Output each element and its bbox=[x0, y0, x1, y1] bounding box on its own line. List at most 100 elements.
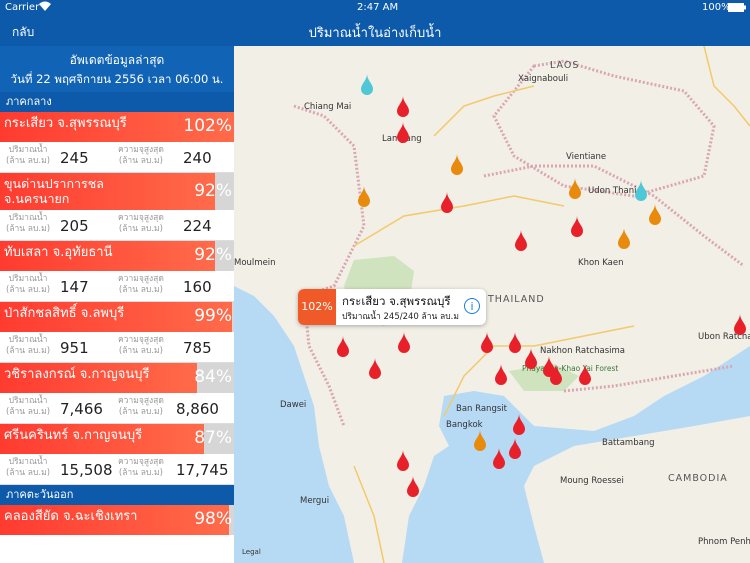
dam-fill-bar bbox=[0, 241, 216, 271]
volume-value: 147 bbox=[60, 278, 89, 296]
dam-name: ขุนด่านปราการชล จ.นครนายก bbox=[4, 176, 104, 206]
dam-name: คลองสียัด จ.ฉะเชิงเทรา bbox=[4, 509, 138, 524]
info-icon[interactable]: i bbox=[464, 298, 480, 314]
dam-percent: 92% bbox=[194, 181, 232, 201]
volume-label: ปริมาณน้ำ (ล้าน ลบ.ม) bbox=[6, 396, 51, 417]
capacity-value: 8,860 bbox=[176, 400, 219, 418]
dam-name: วชิราลงกรณ์ จ.กาญจนบุรี bbox=[4, 367, 150, 382]
capacity-value: 785 bbox=[183, 339, 212, 357]
region-header-central: ภาคกลาง bbox=[0, 92, 234, 112]
water-drop-pin-icon[interactable] bbox=[492, 448, 506, 470]
volume-label: ปริมาณน้ำ (ล้าน ลบ.ม) bbox=[6, 145, 51, 166]
dam-list-panel[interactable]: อัพเดตข้อมูลล่าสุด วันที่ 22 พฤศจิกายน 2… bbox=[0, 46, 234, 563]
water-drop-pin-icon[interactable] bbox=[542, 356, 556, 378]
dam-percent: 84% bbox=[194, 367, 232, 387]
map-label: Bangkok bbox=[446, 420, 483, 430]
dam-percent: 98% bbox=[194, 509, 232, 529]
dam-row-4[interactable]: วชิราลงกรณ์ จ.กาญจนบุรี 84% bbox=[0, 363, 234, 393]
water-drop-pin-icon[interactable] bbox=[508, 332, 522, 354]
dam-row-6[interactable]: คลองสียัด จ.ฉะเชิงเทรา 98% bbox=[0, 505, 234, 535]
capacity-label: ความจุสูงสุด (ล้าน ลบ.ม) bbox=[118, 396, 164, 417]
map-label: Dawei bbox=[280, 400, 307, 410]
water-drop-pin-icon[interactable] bbox=[440, 192, 454, 214]
callout-title: กระเสียว จ.สุพรรณบุรี bbox=[342, 294, 451, 308]
dam-fill-bar bbox=[0, 302, 232, 332]
water-drop-pin-icon[interactable] bbox=[494, 364, 508, 386]
water-drop-pin-icon[interactable] bbox=[368, 358, 382, 380]
map-label: Chiang Mai bbox=[304, 102, 352, 112]
dam-percent: 102% bbox=[183, 116, 232, 136]
dam-name: ป่าสักชลสิทธิ์ จ.ลพบุรี bbox=[4, 306, 125, 321]
battery-icon bbox=[728, 3, 746, 15]
volume-value: 245 bbox=[60, 149, 89, 167]
capacity-value: 17,745 bbox=[176, 461, 229, 479]
water-drop-pin-icon[interactable] bbox=[634, 180, 648, 202]
dam-row-5[interactable]: ศรีนครินทร์ จ.กาญจนบุรี 87% bbox=[0, 424, 234, 454]
dam-name: ทับเสลา จ.อุทัยธานี bbox=[4, 245, 113, 260]
capacity-value: 224 bbox=[183, 217, 212, 235]
dam-stats: ปริมาณน้ำ (ล้าน ลบ.ม) 205 ความจุสูงสุด (… bbox=[0, 210, 234, 241]
reservoir-map[interactable]: LAOS Xaignabouli Chiang Mai Lampang Vien… bbox=[234, 46, 750, 563]
water-drop-pin-icon[interactable] bbox=[396, 96, 410, 118]
map-label: CAMBODIA bbox=[668, 473, 728, 484]
water-drop-pin-icon[interactable] bbox=[473, 430, 487, 452]
water-drop-pin-icon[interactable] bbox=[568, 178, 582, 200]
status-bar: Carrier 2:47 AM 100% bbox=[0, 0, 750, 16]
callout-percent: 102% bbox=[298, 289, 336, 325]
map-label: Udon Thani bbox=[588, 186, 637, 196]
carrier-label: Carrier bbox=[5, 2, 40, 13]
map-label: LAOS bbox=[550, 60, 580, 71]
volume-value: 15,508 bbox=[60, 461, 113, 479]
water-drop-pin-icon[interactable] bbox=[396, 122, 410, 144]
capacity-label: ความจุสูงสุด (ล้าน ลบ.ม) bbox=[118, 335, 164, 356]
dam-row-0[interactable]: กระเสียว จ.สุพรรณบุรี 102% bbox=[0, 112, 234, 142]
dam-name: ศรีนครินทร์ จ.กาญจนบุรี bbox=[4, 428, 143, 443]
water-drop-pin-icon[interactable] bbox=[508, 438, 522, 460]
water-drop-pin-icon[interactable] bbox=[514, 230, 528, 252]
capacity-label: ความจุสูงสุด (ล้าน ลบ.ม) bbox=[118, 457, 164, 478]
capacity-value: 240 bbox=[183, 149, 212, 167]
water-drop-pin-icon[interactable] bbox=[396, 450, 410, 472]
map-label: Nakhon Ratchasima bbox=[540, 346, 625, 356]
update-datetime: วันที่ 22 พฤศจิกายน 2556 เวลา 06:00 น. bbox=[10, 72, 224, 86]
water-drop-pin-icon[interactable] bbox=[512, 414, 526, 436]
volume-label: ปริมาณน้ำ (ล้าน ลบ.ม) bbox=[6, 274, 51, 295]
water-drop-pin-icon[interactable] bbox=[578, 364, 592, 386]
map-label: THAILAND bbox=[488, 294, 545, 305]
dam-fill-bar bbox=[0, 363, 197, 393]
dam-fill-bar bbox=[0, 424, 204, 454]
volume-value: 7,466 bbox=[60, 400, 103, 418]
water-drop-pin-icon[interactable] bbox=[480, 332, 494, 354]
map-label: Ubon Ratcha bbox=[698, 332, 750, 342]
water-drop-pin-icon[interactable] bbox=[397, 332, 411, 354]
map-label: Phayayen-Khao Yai Forest bbox=[522, 364, 619, 373]
water-drop-pin-icon[interactable] bbox=[549, 364, 563, 386]
update-title: อัพเดตข้อมูลล่าสุด bbox=[69, 53, 165, 67]
dam-stats: ปริมาณน้ำ (ล้าน ลบ.ม) 147 ความจุสูงสุด (… bbox=[0, 271, 234, 302]
water-drop-pin-icon[interactable] bbox=[450, 154, 464, 176]
map-label: Mergui bbox=[300, 496, 330, 506]
map-label: Khon Kaen bbox=[578, 258, 624, 268]
capacity-label: ความจุสูงสุด (ล้าน ลบ.ม) bbox=[118, 145, 164, 166]
back-button[interactable]: กลับ bbox=[12, 25, 35, 39]
dam-callout[interactable]: 102% กระเสียว จ.สุพรรณบุรี ปริมาณน้ำ 245… bbox=[298, 289, 486, 325]
dam-fill-bar bbox=[0, 173, 216, 210]
page-title: ปริมาณน้ำในอ่างเก็บน้ำ bbox=[308, 26, 442, 41]
water-drop-pin-icon[interactable] bbox=[617, 228, 631, 250]
volume-label: ปริมาณน้ำ (ล้าน ลบ.ม) bbox=[6, 335, 51, 356]
map-label: Battambang bbox=[602, 438, 655, 448]
dam-row-3[interactable]: ป่าสักชลสิทธิ์ จ.ลพบุรี 99% bbox=[0, 302, 234, 332]
water-drop-pin-icon[interactable] bbox=[360, 74, 374, 96]
dam-stats: ปริมาณน้ำ (ล้าน ลบ.ม) 951 ความจุสูงสุด (… bbox=[0, 332, 234, 363]
water-drop-pin-icon[interactable] bbox=[648, 204, 662, 226]
dam-row-1[interactable]: ขุนด่านปราการชล จ.นครนายก 92% bbox=[0, 173, 234, 210]
legal-link[interactable]: Legal bbox=[242, 548, 261, 556]
water-drop-pin-icon[interactable] bbox=[336, 336, 350, 358]
water-drop-pin-icon[interactable] bbox=[406, 476, 420, 498]
dam-row-2[interactable]: ทับเสลา จ.อุทัยธานี 92% bbox=[0, 241, 234, 271]
water-drop-pin-icon[interactable] bbox=[570, 216, 584, 238]
water-drop-pin-icon[interactable] bbox=[524, 348, 538, 370]
water-drop-pin-icon[interactable] bbox=[733, 314, 747, 336]
water-drop-pin-icon[interactable] bbox=[357, 186, 371, 208]
dam-percent: 87% bbox=[194, 428, 232, 448]
